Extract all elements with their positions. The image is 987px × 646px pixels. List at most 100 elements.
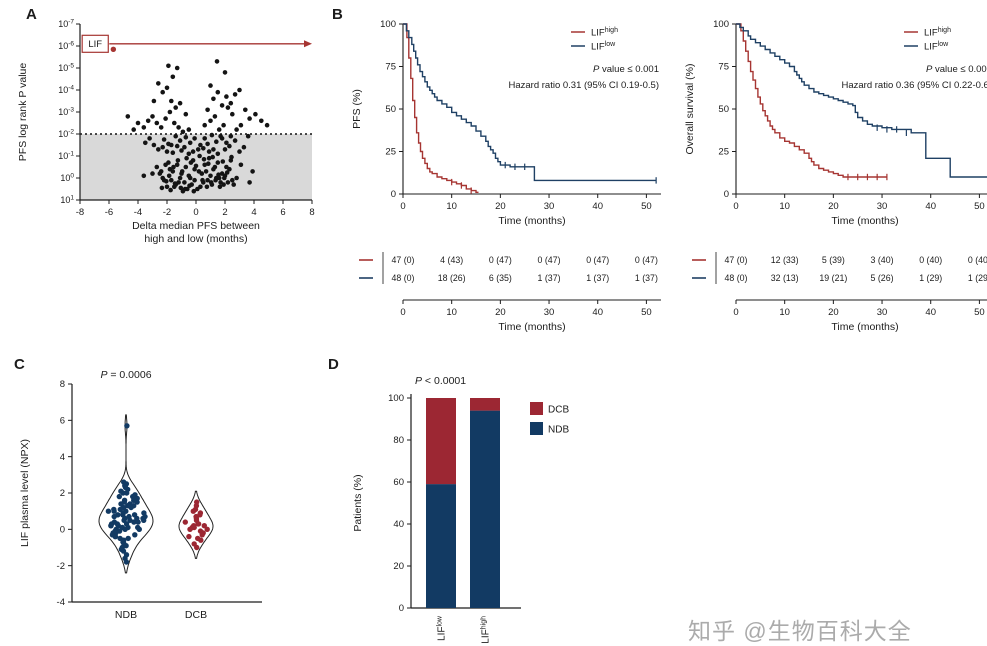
- svg-text:Hazard ratio 0.31 (95% CI 0.19: Hazard ratio 0.31 (95% CI 0.19-0.5): [509, 80, 660, 91]
- svg-text:19 (21): 19 (21): [819, 273, 847, 283]
- svg-text:25: 25: [385, 147, 396, 158]
- svg-text:20: 20: [393, 561, 404, 572]
- svg-text:NDB: NDB: [115, 609, 137, 621]
- svg-text:75: 75: [718, 62, 729, 73]
- svg-text:LIFlow: LIFlow: [437, 615, 448, 641]
- svg-text:P = 0.0006: P = 0.0006: [100, 369, 151, 381]
- svg-text:0: 0: [60, 525, 65, 536]
- svg-text:18 (26): 18 (26): [438, 273, 466, 283]
- svg-text:Hazard ratio 0.36 (95% CI 0.22: Hazard ratio 0.36 (95% CI 0.22-0.6): [842, 80, 987, 91]
- svg-text:LIFlow: LIFlow: [591, 41, 616, 53]
- svg-text:60: 60: [393, 477, 404, 488]
- svg-text:20: 20: [495, 201, 506, 212]
- svg-text:30: 30: [877, 307, 888, 318]
- svg-text:Patients (%): Patients (%): [352, 474, 364, 531]
- svg-text:LIF: LIF: [88, 39, 102, 50]
- svg-text:DCB: DCB: [548, 405, 569, 416]
- svg-text:5 (26): 5 (26): [871, 273, 894, 283]
- svg-text:100: 100: [60, 173, 74, 184]
- svg-text:0: 0: [400, 307, 405, 318]
- svg-text:10: 10: [779, 201, 790, 212]
- svg-text:10: 10: [446, 201, 457, 212]
- svg-text:40: 40: [393, 519, 404, 530]
- svg-text:4 (43): 4 (43): [440, 255, 463, 265]
- svg-text:PFS log rank P value: PFS log rank P value: [17, 63, 29, 162]
- svg-text:75: 75: [385, 62, 396, 73]
- svg-text:-2: -2: [163, 207, 171, 218]
- svg-text:12 (33): 12 (33): [771, 255, 799, 265]
- svg-text:40: 40: [925, 201, 936, 212]
- panel-label-b: B: [332, 6, 343, 23]
- svg-text:10-4: 10-4: [58, 85, 74, 96]
- svg-text:0: 0: [733, 201, 738, 212]
- svg-text:0: 0: [733, 307, 738, 318]
- svg-text:10-3: 10-3: [58, 107, 74, 118]
- svg-text:50: 50: [974, 307, 985, 318]
- svg-text:10: 10: [446, 307, 457, 318]
- svg-text:2: 2: [222, 207, 227, 218]
- svg-text:0: 0: [391, 189, 396, 200]
- svg-text:47 (0): 47 (0): [725, 255, 748, 265]
- svg-text:P < 0.0001: P < 0.0001: [415, 375, 466, 387]
- svg-text:4: 4: [60, 452, 65, 463]
- svg-text:6 (35): 6 (35): [489, 273, 512, 283]
- svg-text:1 (37): 1 (37): [538, 273, 561, 283]
- svg-text:47 (0): 47 (0): [392, 255, 415, 265]
- svg-text:4: 4: [251, 207, 256, 218]
- svg-text:3 (40): 3 (40): [871, 255, 894, 265]
- svg-text:20: 20: [828, 201, 839, 212]
- svg-text:1 (37): 1 (37): [635, 273, 658, 283]
- svg-text:LIF plasma level (NPX): LIF plasma level (NPX): [19, 439, 31, 547]
- svg-text:50: 50: [641, 307, 652, 318]
- svg-text:Overall survival (%): Overall survival (%): [684, 63, 696, 154]
- svg-text:40: 40: [592, 307, 603, 318]
- svg-text:20: 20: [495, 307, 506, 318]
- svg-text:Time (months): Time (months): [831, 321, 898, 333]
- svg-text:50: 50: [974, 201, 985, 212]
- svg-text:10-1: 10-1: [58, 151, 74, 162]
- svg-text:Time (months): Time (months): [831, 215, 898, 227]
- svg-text:32 (13): 32 (13): [771, 273, 799, 283]
- svg-text:6: 6: [280, 207, 285, 218]
- svg-text:1 (37): 1 (37): [586, 273, 609, 283]
- svg-text:LIFhigh: LIFhigh: [591, 27, 618, 39]
- km-curve-pfs: 0 25 50 75 100 0 10 20 30 40 50 Time (months) PFS (%…: [345, 8, 667, 340]
- svg-text:100: 100: [380, 19, 396, 30]
- svg-text:40: 40: [592, 201, 603, 212]
- svg-text:0 (47): 0 (47): [538, 255, 561, 265]
- svg-text:50: 50: [641, 201, 652, 212]
- svg-text:high and low (months): high and low (months): [144, 233, 247, 245]
- svg-text:2: 2: [60, 488, 65, 499]
- svg-text:101: 101: [60, 195, 74, 206]
- svg-text:0 (47): 0 (47): [489, 255, 512, 265]
- svg-text:PFS (%): PFS (%): [351, 89, 363, 129]
- svg-text:LIFhigh: LIFhigh: [481, 616, 492, 644]
- svg-text:Time (months): Time (months): [498, 215, 565, 227]
- svg-text:1 (29): 1 (29): [919, 273, 942, 283]
- svg-text:100: 100: [388, 393, 404, 404]
- svg-text:-6: -6: [105, 207, 113, 218]
- svg-text:20: 20: [828, 307, 839, 318]
- svg-text:LIFlow: LIFlow: [924, 41, 949, 53]
- svg-text:10-2: 10-2: [58, 129, 74, 140]
- svg-text:48 (0): 48 (0): [725, 273, 748, 283]
- svg-text:25: 25: [718, 147, 729, 158]
- svg-text:0: 0: [724, 189, 729, 200]
- svg-text:10-7: 10-7: [58, 19, 74, 30]
- svg-text:30: 30: [544, 307, 555, 318]
- svg-text:50: 50: [718, 104, 729, 115]
- svg-text:8: 8: [309, 207, 314, 218]
- svg-text:1 (29): 1 (29): [968, 273, 987, 283]
- svg-text:6: 6: [60, 416, 65, 427]
- svg-text:10-6: 10-6: [58, 41, 74, 52]
- svg-text:0 (47): 0 (47): [635, 255, 658, 265]
- svg-text:P value ≤ 0.001: P value ≤ 0.001: [593, 64, 659, 75]
- svg-text:0 (40): 0 (40): [919, 255, 942, 265]
- svg-text:10: 10: [779, 307, 790, 318]
- svg-text:30: 30: [544, 201, 555, 212]
- svg-text:10-5: 10-5: [58, 63, 74, 74]
- svg-text:P value ≤ 0.001: P value ≤ 0.001: [926, 64, 987, 75]
